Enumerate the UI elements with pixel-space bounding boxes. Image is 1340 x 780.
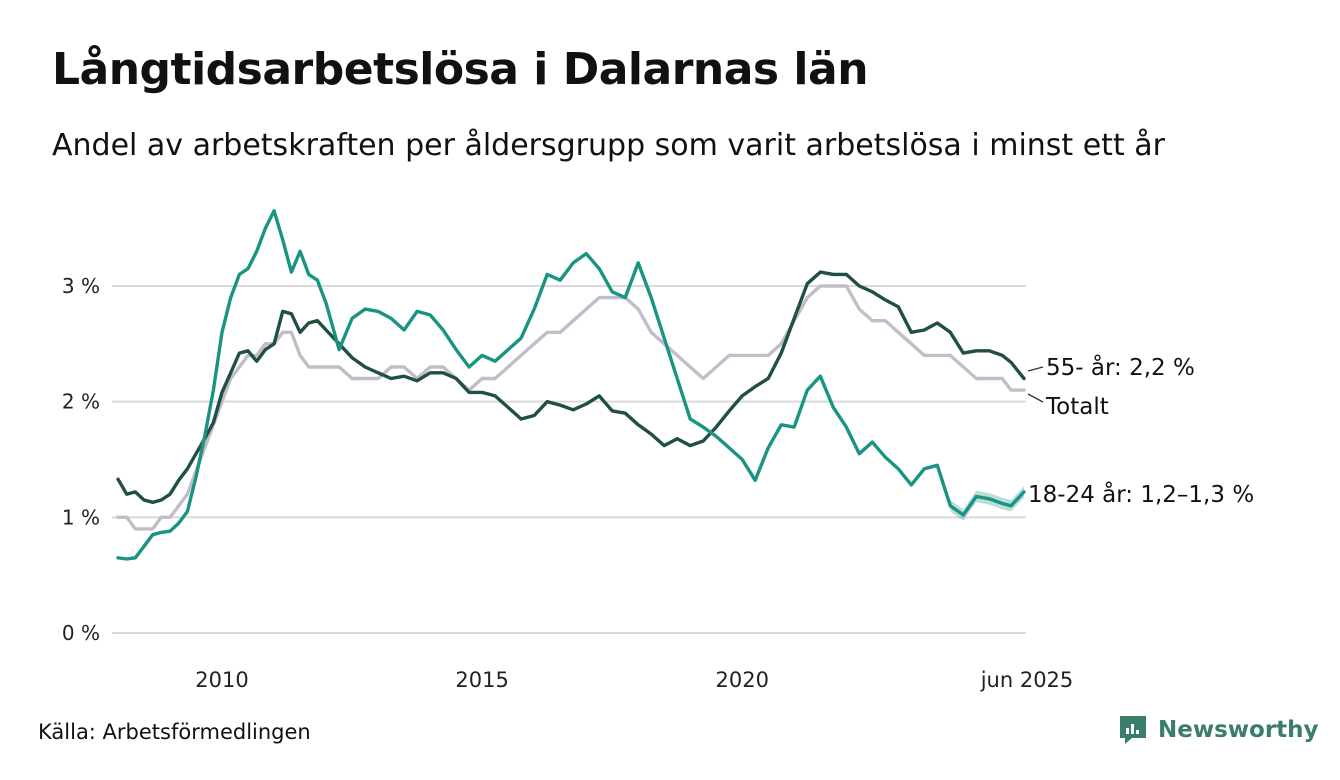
brand-logo[interactable]: Newsworthy	[1118, 714, 1319, 746]
series-end-label: 18-24 år: 1,2–1,3 %	[1028, 480, 1254, 508]
y-tick-label: 2 %	[62, 390, 100, 414]
series-end-labels: Totalt 55- år: 2,2 % 18-24 år: 1,2–1,3 %	[1027, 353, 1254, 508]
x-tick-label: 2020	[716, 668, 769, 692]
chart-subtitle: Andel av arbetskraften per åldersgrupp s…	[52, 128, 1165, 163]
gridlines	[112, 285, 1026, 634]
series-line-0	[116, 284, 1026, 531]
leader-line	[1027, 366, 1044, 372]
series-line-1	[116, 270, 1026, 504]
series-end-label: 55- år: 2,2 %	[1046, 353, 1195, 381]
brand-name: Newsworthy	[1158, 717, 1319, 743]
series-lines	[116, 209, 1026, 561]
series-end-label: Totalt	[1045, 394, 1109, 420]
source-note: Källa: Arbetsförmedlingen	[38, 720, 311, 744]
uncertainty-bands	[950, 486, 1024, 521]
y-tick-label: 3 %	[62, 274, 100, 298]
chart-title: Långtidsarbetslösa i Dalarnas län	[52, 44, 869, 95]
x-tick-label: 2015	[455, 668, 508, 692]
y-tick-label: 1 %	[62, 505, 100, 529]
y-tick-label: 0 %	[62, 621, 100, 645]
band-2	[950, 486, 1024, 521]
x-tick-label: 2010	[195, 668, 248, 692]
newsworthy-logo-icon	[1120, 716, 1146, 744]
x-axis-ticks: 2010 2015 2020 jun 2025	[195, 668, 1073, 692]
y-axis-ticks: 0 % 1 % 2 % 3 %	[62, 274, 100, 645]
series-line-2	[116, 209, 1026, 561]
line-chart: 0 % 1 % 2 % 3 % 2010 2015 2020 jun 2025 Totalt…	[62, 209, 1254, 692]
leader-line	[1027, 393, 1044, 403]
x-tick-label: jun 2025	[980, 668, 1074, 692]
